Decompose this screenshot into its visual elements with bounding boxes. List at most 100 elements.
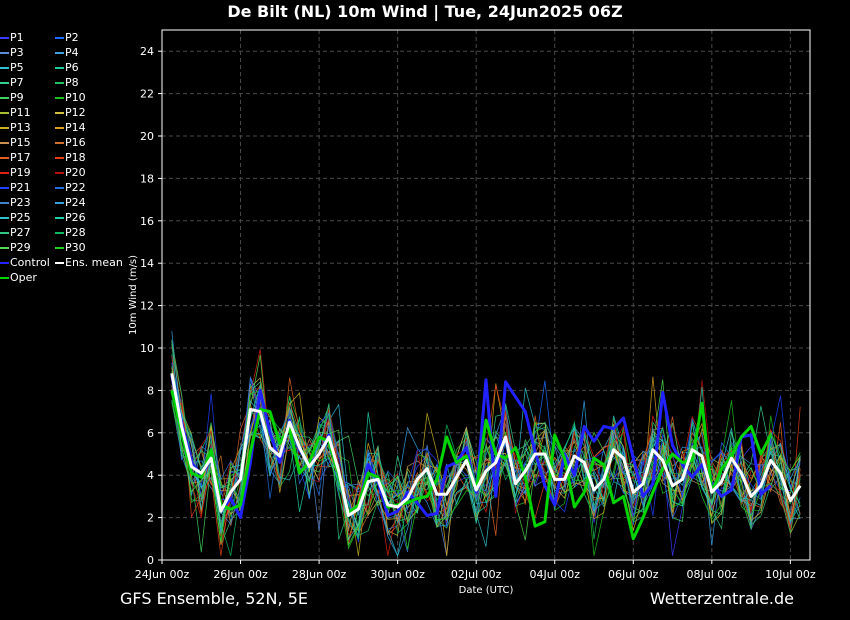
legend-item-p14: P14 xyxy=(55,121,86,134)
legend-swatch xyxy=(55,37,64,39)
legend-swatch xyxy=(0,277,9,279)
x-tick-label: 08Jul 00z xyxy=(687,568,738,581)
legend-item-p22: P22 xyxy=(55,181,86,194)
legend-item-p29: P29 xyxy=(0,241,31,254)
legend-label: P10 xyxy=(65,91,86,104)
legend-swatch xyxy=(0,157,9,159)
x-axis-ticks: 24Jun 00z 26Jun 00z 28Jun 00z 30Jun 00z 02Ju… xyxy=(135,560,816,581)
legend-swatch xyxy=(55,217,64,219)
chart-title: De Bilt (NL) 10m Wind | Tue, 24Jun2025 0… xyxy=(227,2,623,21)
legend-label: P19 xyxy=(10,166,31,179)
y-tick-label: 2 xyxy=(147,512,154,525)
model-caption: GFS Ensemble, 52N, 5E xyxy=(120,589,308,608)
legend-item-p9: P9 xyxy=(0,91,24,104)
legend-swatch xyxy=(55,52,64,54)
legend-swatch xyxy=(55,157,64,159)
legend-label: P13 xyxy=(10,121,31,134)
member-line-p29 xyxy=(171,354,801,547)
member-line-p3 xyxy=(171,355,801,556)
legend-swatch xyxy=(55,262,64,264)
legend-swatch xyxy=(55,112,64,114)
legend-item-p24: P24 xyxy=(55,196,86,209)
legend-swatch xyxy=(0,202,9,204)
series-line-ens-mean xyxy=(170,373,802,517)
legend-item-p2: P2 xyxy=(55,31,79,44)
legend-item-ens-mean: Ens. mean xyxy=(55,256,123,269)
x-tick-label: 26Jun 00z xyxy=(213,568,268,581)
legend-swatch xyxy=(55,247,64,249)
legend-item-p16: P16 xyxy=(55,136,86,149)
legend-swatch xyxy=(55,187,64,189)
legend-swatch xyxy=(55,82,64,84)
legend-swatch xyxy=(0,142,9,144)
legend-swatch xyxy=(0,67,9,69)
legend-swatch xyxy=(55,67,64,69)
legend-swatch xyxy=(55,172,64,174)
legend-label: Ens. mean xyxy=(65,256,123,269)
legend-label: P22 xyxy=(65,181,86,194)
legend-swatch xyxy=(55,232,64,234)
legend-item-p7: P7 xyxy=(0,76,24,89)
source-caption: Wetterzentrale.de xyxy=(649,589,794,608)
legend-label: P29 xyxy=(10,241,31,254)
legend-item-p10: P10 xyxy=(55,91,86,104)
legend-swatch xyxy=(0,112,9,114)
legend-label: P6 xyxy=(65,61,79,74)
legend-item-p23: P23 xyxy=(0,196,31,209)
legend-item-p28: P28 xyxy=(55,226,86,239)
legend-swatch xyxy=(55,127,64,129)
legend-swatch xyxy=(0,262,9,264)
legend-swatch xyxy=(0,172,9,174)
y-tick-label: 18 xyxy=(140,172,154,185)
x-tick-label: 06Jul 00z xyxy=(608,568,659,581)
legend-swatch xyxy=(0,187,9,189)
x-axis-label: Date (UTC) xyxy=(459,585,514,596)
legend-label: P14 xyxy=(65,121,86,134)
legend-label: P23 xyxy=(10,196,31,209)
legend-swatch xyxy=(0,82,9,84)
legend-item-p11: P11 xyxy=(0,106,31,119)
legend-label: P12 xyxy=(65,106,86,119)
legend-swatch xyxy=(0,217,9,219)
legend-label: Control xyxy=(10,256,50,269)
y-tick-label: 14 xyxy=(140,257,154,270)
legend-item-p19: P19 xyxy=(0,166,31,179)
legend-item-p26: P26 xyxy=(55,211,86,224)
legend-item-p6: P6 xyxy=(55,61,79,74)
main-series-lines xyxy=(170,373,802,541)
x-tick-label: 24Jun 00z xyxy=(135,568,190,581)
x-tick-label: 10Jul 00z xyxy=(765,568,816,581)
legend-item-p18: P18 xyxy=(55,151,86,164)
y-tick-label: 8 xyxy=(147,384,154,397)
legend-item-p27: P27 xyxy=(0,226,31,239)
legend-label: P2 xyxy=(65,31,79,44)
y-tick-label: 0 xyxy=(147,554,154,567)
plot-frame xyxy=(161,29,811,561)
legend-label: P3 xyxy=(10,46,24,59)
legend-swatch xyxy=(0,97,9,99)
legend-label: P11 xyxy=(10,106,31,119)
legend-item-p3: P3 xyxy=(0,46,24,59)
legend-swatch xyxy=(55,202,64,204)
legend-item-p20: P20 xyxy=(55,166,86,179)
legend-swatch xyxy=(0,37,9,39)
legend-swatch xyxy=(0,52,9,54)
legend-label: P20 xyxy=(65,166,86,179)
y-tick-label: 20 xyxy=(140,130,154,143)
y-tick-label: 10 xyxy=(140,342,154,355)
legend-label: P30 xyxy=(65,241,86,254)
legend-item-p4: P4 xyxy=(55,46,79,59)
legend-item-p15: P15 xyxy=(0,136,31,149)
y-tick-label: 16 xyxy=(140,215,154,228)
legend-label: P15 xyxy=(10,136,31,149)
x-tick-label: 30Jun 00z xyxy=(370,568,425,581)
legend-label: P16 xyxy=(65,136,86,149)
y-tick-label: 4 xyxy=(147,469,154,482)
legend-item-p13: P13 xyxy=(0,121,31,134)
legend-label: Oper xyxy=(10,271,37,284)
y-axis-label: 10m Wind (m/s) xyxy=(128,255,139,335)
legend-swatch xyxy=(55,97,64,99)
legend-label: P4 xyxy=(65,46,79,59)
x-tick-label: 04Jul 00z xyxy=(529,568,580,581)
